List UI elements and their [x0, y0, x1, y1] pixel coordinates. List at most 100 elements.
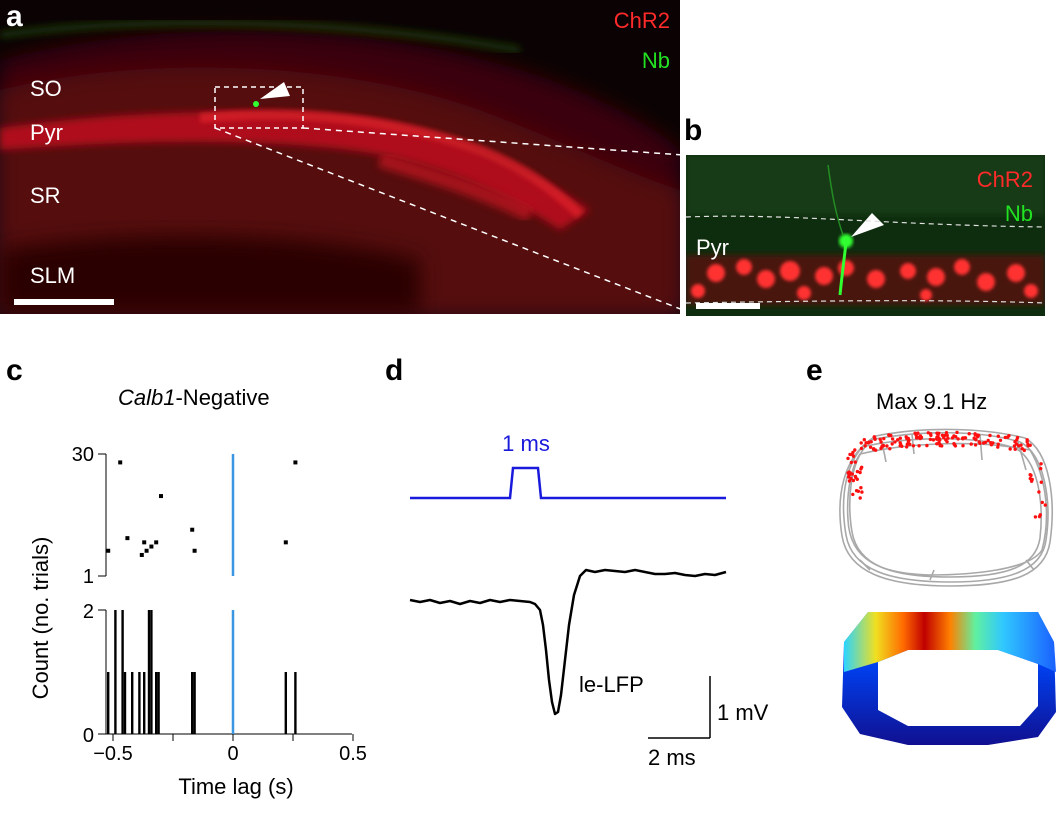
spike-dot	[946, 436, 950, 440]
panel-c-title: Calb1-Negative	[118, 386, 270, 410]
spike-dot	[882, 436, 886, 441]
raster-spike	[142, 540, 147, 545]
spike-dot	[1013, 447, 1017, 451]
spike-dot	[1040, 500, 1044, 505]
spike-dot	[846, 471, 850, 475]
spike-dot	[863, 444, 867, 448]
spike-dot	[855, 469, 860, 474]
spike-dot	[926, 431, 930, 435]
spike-dot	[1039, 466, 1043, 471]
rate-map-top-band	[844, 612, 1056, 672]
layer-slm-label: SLM	[30, 263, 76, 288]
spike-dot	[854, 489, 859, 493]
spike-dot	[1019, 443, 1023, 447]
raster-spike	[192, 548, 197, 553]
spike-dot	[898, 441, 902, 445]
spike-dot	[851, 492, 855, 497]
x-tick-label-neg05: −0.5	[93, 743, 132, 765]
spike-dot	[860, 490, 864, 494]
spike-dot	[879, 446, 883, 451]
spike-dot	[1039, 462, 1043, 466]
spike-dot	[925, 443, 929, 448]
raster-spike	[139, 552, 144, 557]
spike-dot	[850, 472, 854, 476]
spike-dot	[1014, 442, 1019, 446]
spike-dot	[908, 442, 912, 446]
histogram-bar	[157, 672, 160, 734]
spike-dot	[961, 444, 965, 448]
spike-dot	[1015, 435, 1020, 440]
spike-dot	[853, 448, 857, 452]
spike-dot	[978, 441, 982, 445]
spike-dot	[859, 441, 863, 445]
spike-dot	[935, 431, 939, 435]
spike-dot	[945, 440, 949, 444]
layer-so-label: SO	[30, 76, 62, 101]
spike-dot	[1025, 440, 1029, 444]
spike-dot	[888, 447, 892, 451]
histogram-bar	[193, 672, 196, 734]
panel-c-title-italic: Calb1	[118, 385, 176, 410]
histogram-bar	[123, 672, 127, 734]
spike-dot	[890, 437, 895, 441]
panel-b-scale-bar	[696, 303, 760, 309]
spike-dot	[972, 436, 976, 440]
spike-dot	[849, 460, 854, 465]
spike-dot	[967, 432, 971, 436]
panel-d-label: d	[385, 354, 404, 387]
raster-spike	[283, 540, 288, 545]
spike-dot	[986, 438, 990, 443]
spike-dot	[998, 438, 1003, 442]
x-tick-label-05: 0.5	[339, 743, 367, 765]
panel-c-ylabel: Count (no. trials)	[28, 537, 53, 700]
spike-dot	[898, 436, 902, 440]
spike-dot	[1029, 479, 1034, 483]
spike-dot	[885, 444, 889, 448]
spike-dot	[956, 437, 960, 441]
spike-dot	[938, 438, 942, 442]
light-pulse-trace	[410, 466, 726, 500]
spike-dot	[858, 470, 862, 475]
spike-dot	[988, 433, 992, 438]
spike-dot	[955, 430, 959, 435]
spike-dot	[896, 438, 900, 442]
spike-dot	[935, 435, 939, 440]
spike-dot	[879, 440, 883, 444]
panel-d-traces: 1 ms le-LFP 1 mV 2 ms	[409, 431, 769, 770]
panel-c-chart: Count (no. trials) 30 1 2 0 −0.5 0 0.5 T…	[28, 444, 367, 799]
panel-c-xlabel: Time lag (s)	[178, 774, 293, 799]
x-tick-label-0: 0	[227, 743, 238, 765]
spike-dot	[989, 443, 994, 447]
raster-spike	[159, 494, 163, 499]
spike-dot	[996, 434, 1000, 438]
histogram-bar	[147, 610, 151, 734]
spike-dot	[849, 476, 853, 481]
trajectory-spike-plot	[839, 428, 1053, 587]
spike-dot	[858, 496, 862, 500]
spike-dot	[851, 478, 856, 483]
panel-a-tissue-image	[0, 20, 680, 314]
histogram-bar	[284, 672, 287, 734]
histogram-bar	[150, 610, 153, 734]
spike-dot	[859, 446, 864, 451]
spike-dot	[873, 437, 877, 441]
spike-dot	[1029, 473, 1033, 478]
raster-spike	[190, 527, 195, 532]
histogram-bar	[138, 672, 141, 734]
spike-dot	[952, 434, 956, 438]
spike-dot	[940, 444, 944, 448]
panel-b-micrograph: ChR2 Nb Pyr	[686, 155, 1045, 316]
panel-a-label: a	[6, 0, 23, 33]
spike-dot	[953, 444, 958, 448]
pulse-duration-label: 1 ms	[502, 431, 550, 456]
raster-spike	[154, 540, 159, 545]
zoom-connector-lines	[214, 127, 684, 311]
spike-dot	[969, 442, 973, 446]
histogram-bar	[121, 610, 124, 734]
histogram-bar	[114, 610, 117, 734]
spike-dot	[864, 441, 868, 445]
spike-dot	[911, 444, 916, 448]
spike-dot	[929, 433, 933, 438]
panel-a-nb-label: Nb	[641, 48, 670, 73]
panel-a-scale-bar	[14, 299, 114, 305]
